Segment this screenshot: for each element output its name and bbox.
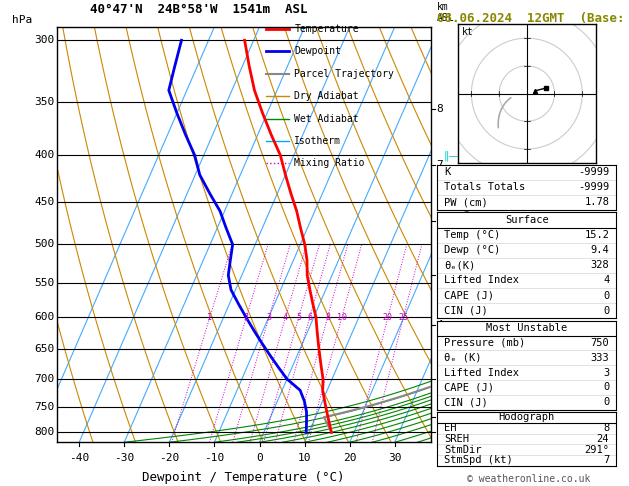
Text: 5: 5 bbox=[437, 270, 443, 280]
Text: 4: 4 bbox=[603, 276, 610, 285]
Text: LCL: LCL bbox=[437, 412, 454, 422]
Text: hPa: hPa bbox=[12, 15, 32, 25]
Text: -9999: -9999 bbox=[578, 182, 610, 192]
Text: EH: EH bbox=[444, 423, 457, 433]
Text: CIN (J): CIN (J) bbox=[444, 306, 488, 316]
Text: 8: 8 bbox=[603, 423, 610, 433]
Text: -9999: -9999 bbox=[578, 167, 610, 177]
Text: 500: 500 bbox=[35, 240, 55, 249]
Text: StmSpd (kt): StmSpd (kt) bbox=[444, 455, 513, 465]
Text: Parcel Trajectory: Parcel Trajectory bbox=[294, 69, 394, 79]
Text: 6: 6 bbox=[307, 313, 312, 322]
Text: Most Unstable: Most Unstable bbox=[486, 323, 567, 333]
Text: 24: 24 bbox=[597, 434, 610, 444]
Text: θₑ (K): θₑ (K) bbox=[444, 353, 482, 363]
Text: ‖—: ‖— bbox=[443, 239, 460, 250]
Text: 1.78: 1.78 bbox=[584, 197, 610, 208]
Text: 9.4: 9.4 bbox=[591, 245, 610, 255]
Text: 7: 7 bbox=[603, 455, 610, 465]
Text: Surface: Surface bbox=[505, 215, 548, 225]
Text: 3: 3 bbox=[266, 313, 271, 322]
Text: 0: 0 bbox=[603, 291, 610, 301]
Text: 10: 10 bbox=[337, 313, 347, 322]
Text: 1: 1 bbox=[208, 313, 212, 322]
Text: -40: -40 bbox=[69, 452, 89, 463]
Text: 08.06.2024  12GMT  (Base: 00): 08.06.2024 12GMT (Base: 00) bbox=[437, 12, 629, 25]
Text: 3: 3 bbox=[603, 367, 610, 378]
Text: -20: -20 bbox=[159, 452, 179, 463]
Text: ‖—: ‖— bbox=[443, 150, 460, 160]
Text: 25: 25 bbox=[398, 313, 408, 322]
Text: 400: 400 bbox=[35, 150, 55, 160]
Text: 800: 800 bbox=[35, 427, 55, 437]
Text: 10: 10 bbox=[298, 452, 311, 463]
Text: 6: 6 bbox=[437, 216, 443, 226]
Text: SREH: SREH bbox=[444, 434, 469, 444]
Text: Temp (°C): Temp (°C) bbox=[444, 230, 501, 240]
Text: 0: 0 bbox=[603, 306, 610, 316]
Text: 8: 8 bbox=[325, 313, 330, 322]
Text: 300: 300 bbox=[35, 35, 55, 45]
Text: Dewpoint / Temperature (°C): Dewpoint / Temperature (°C) bbox=[143, 471, 345, 485]
Text: 450: 450 bbox=[35, 197, 55, 208]
Text: 4: 4 bbox=[437, 320, 443, 330]
Text: 30: 30 bbox=[388, 452, 401, 463]
Text: Lifted Index: Lifted Index bbox=[444, 276, 520, 285]
Text: θₑ(K): θₑ(K) bbox=[444, 260, 476, 270]
Text: Totals Totals: Totals Totals bbox=[444, 182, 526, 192]
Text: 650: 650 bbox=[35, 345, 55, 354]
Text: kt: kt bbox=[462, 27, 474, 37]
Text: 750: 750 bbox=[591, 338, 610, 348]
Text: K: K bbox=[444, 167, 450, 177]
Text: Wet Adiabat: Wet Adiabat bbox=[294, 114, 359, 123]
Text: Pressure (mb): Pressure (mb) bbox=[444, 338, 526, 348]
Text: -10: -10 bbox=[204, 452, 225, 463]
Text: CAPE (J): CAPE (J) bbox=[444, 291, 494, 301]
Text: 2: 2 bbox=[244, 313, 249, 322]
Text: PW (cm): PW (cm) bbox=[444, 197, 488, 208]
Text: 0: 0 bbox=[603, 382, 610, 393]
Text: Dewp (°C): Dewp (°C) bbox=[444, 245, 501, 255]
Text: 4: 4 bbox=[283, 313, 288, 322]
Text: ‖—: ‖— bbox=[443, 374, 460, 384]
Text: Mixing Ratio: Mixing Ratio bbox=[294, 158, 365, 169]
Text: 3: 3 bbox=[437, 374, 443, 384]
Text: 350: 350 bbox=[35, 97, 55, 107]
Text: 40°47'N  24B°58'W  1541m  ASL: 40°47'N 24B°58'W 1541m ASL bbox=[90, 3, 308, 17]
Text: Mixing Ratio (g/kg): Mixing Ratio (g/kg) bbox=[464, 175, 473, 294]
Text: 8: 8 bbox=[437, 104, 443, 114]
Text: Dewpoint: Dewpoint bbox=[294, 46, 342, 56]
Text: 2: 2 bbox=[437, 427, 443, 437]
Text: 328: 328 bbox=[591, 260, 610, 270]
Text: Isotherm: Isotherm bbox=[294, 136, 342, 146]
Text: 550: 550 bbox=[35, 278, 55, 288]
Text: 700: 700 bbox=[35, 374, 55, 384]
Text: Dry Adiabat: Dry Adiabat bbox=[294, 91, 359, 101]
Text: 0: 0 bbox=[603, 397, 610, 407]
Text: 291°: 291° bbox=[584, 445, 610, 454]
Text: km
ASL: km ASL bbox=[437, 2, 454, 22]
Text: 750: 750 bbox=[35, 401, 55, 412]
Text: Temperature: Temperature bbox=[294, 24, 359, 34]
Text: CAPE (J): CAPE (J) bbox=[444, 382, 494, 393]
Text: 0: 0 bbox=[256, 452, 263, 463]
Text: © weatheronline.co.uk: © weatheronline.co.uk bbox=[467, 473, 590, 484]
Text: 5: 5 bbox=[296, 313, 301, 322]
Text: 20: 20 bbox=[343, 452, 357, 463]
Text: Lifted Index: Lifted Index bbox=[444, 367, 520, 378]
Text: 15.2: 15.2 bbox=[584, 230, 610, 240]
Text: CIN (J): CIN (J) bbox=[444, 397, 488, 407]
Text: 600: 600 bbox=[35, 312, 55, 322]
Text: 333: 333 bbox=[591, 353, 610, 363]
Text: 20: 20 bbox=[383, 313, 393, 322]
Text: StmDir: StmDir bbox=[444, 445, 482, 454]
Text: -30: -30 bbox=[114, 452, 135, 463]
Text: 7: 7 bbox=[437, 160, 443, 170]
Text: Hodograph: Hodograph bbox=[499, 413, 555, 422]
